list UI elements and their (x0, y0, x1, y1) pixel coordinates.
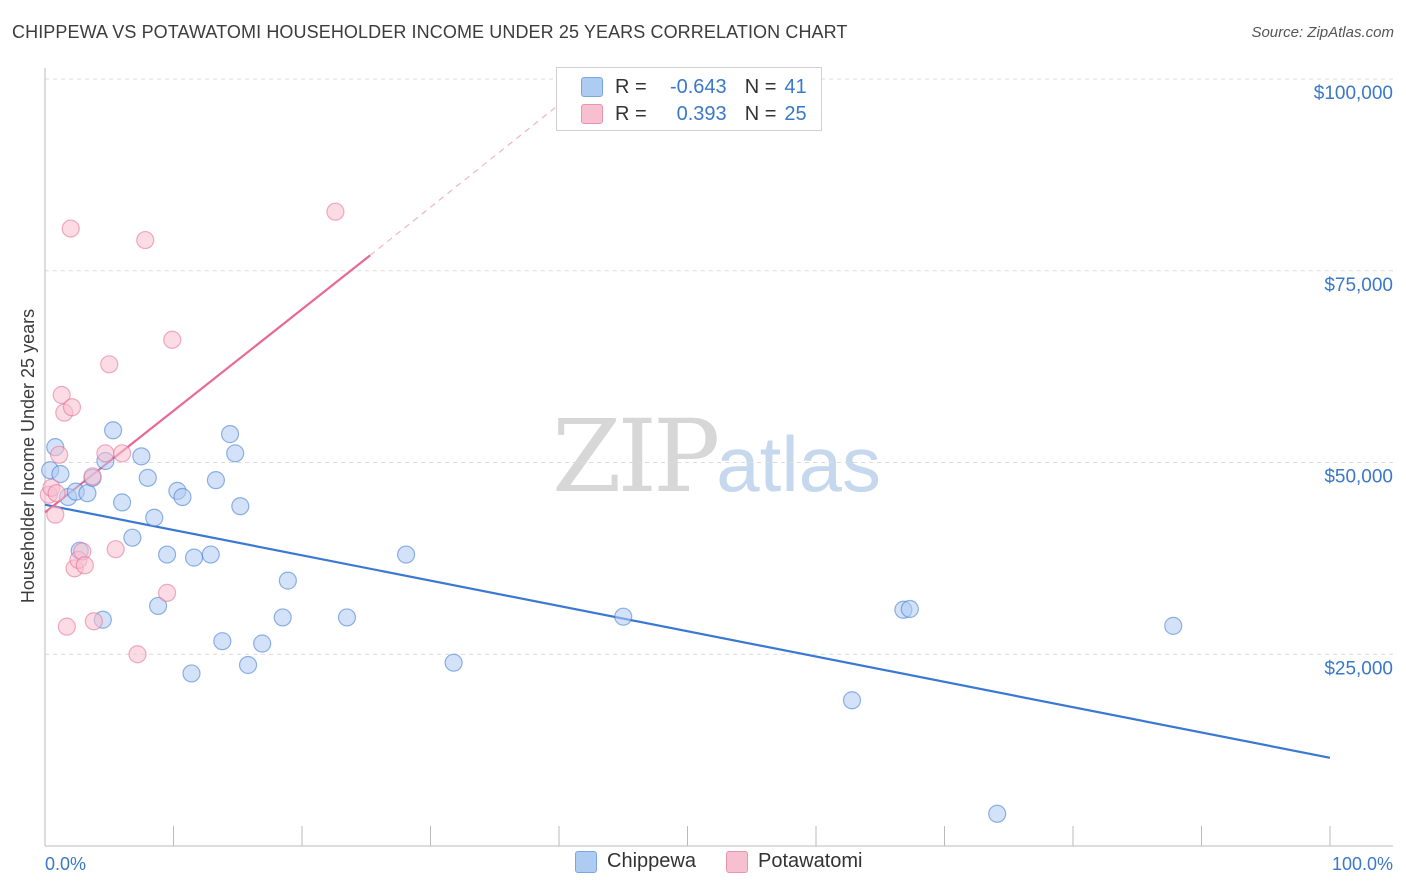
series-legend-chippewa[interactable]: Chippewa (575, 850, 696, 873)
point-potawatomi (46, 505, 65, 524)
point-potawatomi (62, 398, 82, 417)
point-chippewa (213, 632, 232, 651)
legend-r-label: R = (615, 102, 647, 125)
series-legend-potawatomi[interactable]: Potawatomi (726, 850, 863, 873)
point-chippewa (51, 464, 70, 484)
axis-labels: $25,000 $50,000 $75,000 $100,000 0.0% 100.0% H… (18, 83, 1393, 874)
y-tick-label: $75,000 (1324, 275, 1393, 296)
trend-line-chippewa (44, 503, 1331, 759)
point-chippewa (123, 528, 142, 547)
point-potawatomi (128, 645, 147, 664)
point-chippewa (78, 484, 97, 503)
point-chippewa (104, 421, 123, 440)
point-potawatomi (136, 230, 155, 250)
point-chippewa (988, 804, 1007, 823)
point-potawatomi (61, 219, 80, 238)
point-chippewa (112, 493, 132, 512)
series-swatch-chippewa (575, 850, 597, 873)
point-chippewa (157, 545, 177, 564)
point-chippewa (148, 596, 168, 616)
point-potawatomi (157, 583, 177, 602)
trend-line-potawatomi (44, 254, 371, 514)
legend-row-chippewa: R = -0.643 N = 41 (581, 74, 807, 100)
point-chippewa (842, 691, 862, 710)
series-swatch-potawatomi (726, 850, 748, 873)
point-chippewa (220, 425, 240, 444)
point-chippewa (1164, 616, 1183, 635)
point-chippewa (138, 468, 157, 487)
trend-lines (44, 93, 1331, 759)
point-potawatomi (326, 202, 345, 221)
source-credit: Source: ZipAtlas.com (1251, 24, 1394, 41)
point-potawatomi (163, 330, 182, 349)
point-potawatomi (84, 612, 103, 631)
data-points (39, 202, 1183, 823)
point-potawatomi (75, 556, 94, 575)
point-potawatomi (96, 444, 115, 463)
legend-swatch-potawatomi (581, 104, 603, 124)
legend-n-label: N = (744, 102, 777, 125)
point-potawatomi (112, 444, 132, 463)
legend-r-label: R = (615, 75, 647, 98)
axes (44, 68, 1393, 847)
point-chippewa (132, 447, 151, 466)
point-chippewa (173, 487, 192, 507)
point-chippewa (238, 655, 258, 675)
point-chippewa (226, 444, 245, 463)
point-potawatomi (52, 385, 71, 405)
trend-extension-potawatomi (369, 93, 573, 256)
x-tick-label: 100.0% (1332, 854, 1393, 874)
point-chippewa (182, 664, 201, 683)
correlation-legend: R = -0.643 N = 41 R = 0.393 N = 25 (556, 67, 822, 131)
point-potawatomi (47, 484, 66, 503)
point-chippewa (184, 548, 204, 567)
y-tick-label: $100,000 (1314, 83, 1393, 104)
series-legend: Chippewa Potawatomi (0, 850, 1406, 878)
legend-n-value: 41 (784, 75, 807, 98)
point-chippewa (253, 634, 272, 653)
legend-swatch-chippewa (581, 77, 603, 97)
point-chippewa (337, 608, 357, 627)
point-potawatomi (83, 467, 102, 486)
y-tick-label: $25,000 (1324, 658, 1393, 679)
point-potawatomi (100, 355, 119, 374)
series-label-potawatomi: Potawatomi (758, 850, 863, 872)
y-axis-label: Householder Income Under 25 years (18, 309, 38, 603)
legend-r-value: -0.643 (669, 75, 727, 98)
x-tick-label: 0.0% (45, 854, 86, 874)
legend-n-label: N = (744, 75, 777, 98)
point-chippewa (614, 607, 633, 626)
point-potawatomi (50, 445, 69, 464)
legend-n-value: 25 (784, 102, 807, 125)
point-chippewa (396, 545, 416, 564)
y-tick-label: $50,000 (1324, 467, 1393, 488)
grid-lines (45, 78, 1393, 655)
point-chippewa (145, 508, 164, 527)
series-label-chippewa: Chippewa (607, 850, 696, 872)
legend-r-value: 0.393 (676, 102, 727, 125)
point-chippewa (278, 571, 297, 590)
point-chippewa (444, 653, 463, 672)
point-chippewa (900, 599, 919, 619)
point-potawatomi (57, 617, 76, 636)
chart-title: CHIPPEWA VS POTAWATOMI HOUSEHOLDER INCOM… (12, 22, 848, 42)
point-chippewa (206, 471, 226, 490)
point-chippewa (273, 608, 292, 627)
point-potawatomi (106, 540, 125, 559)
point-chippewa (201, 545, 220, 564)
legend-row-potawatomi: R = 0.393 N = 25 (581, 101, 807, 127)
point-chippewa (231, 497, 250, 516)
